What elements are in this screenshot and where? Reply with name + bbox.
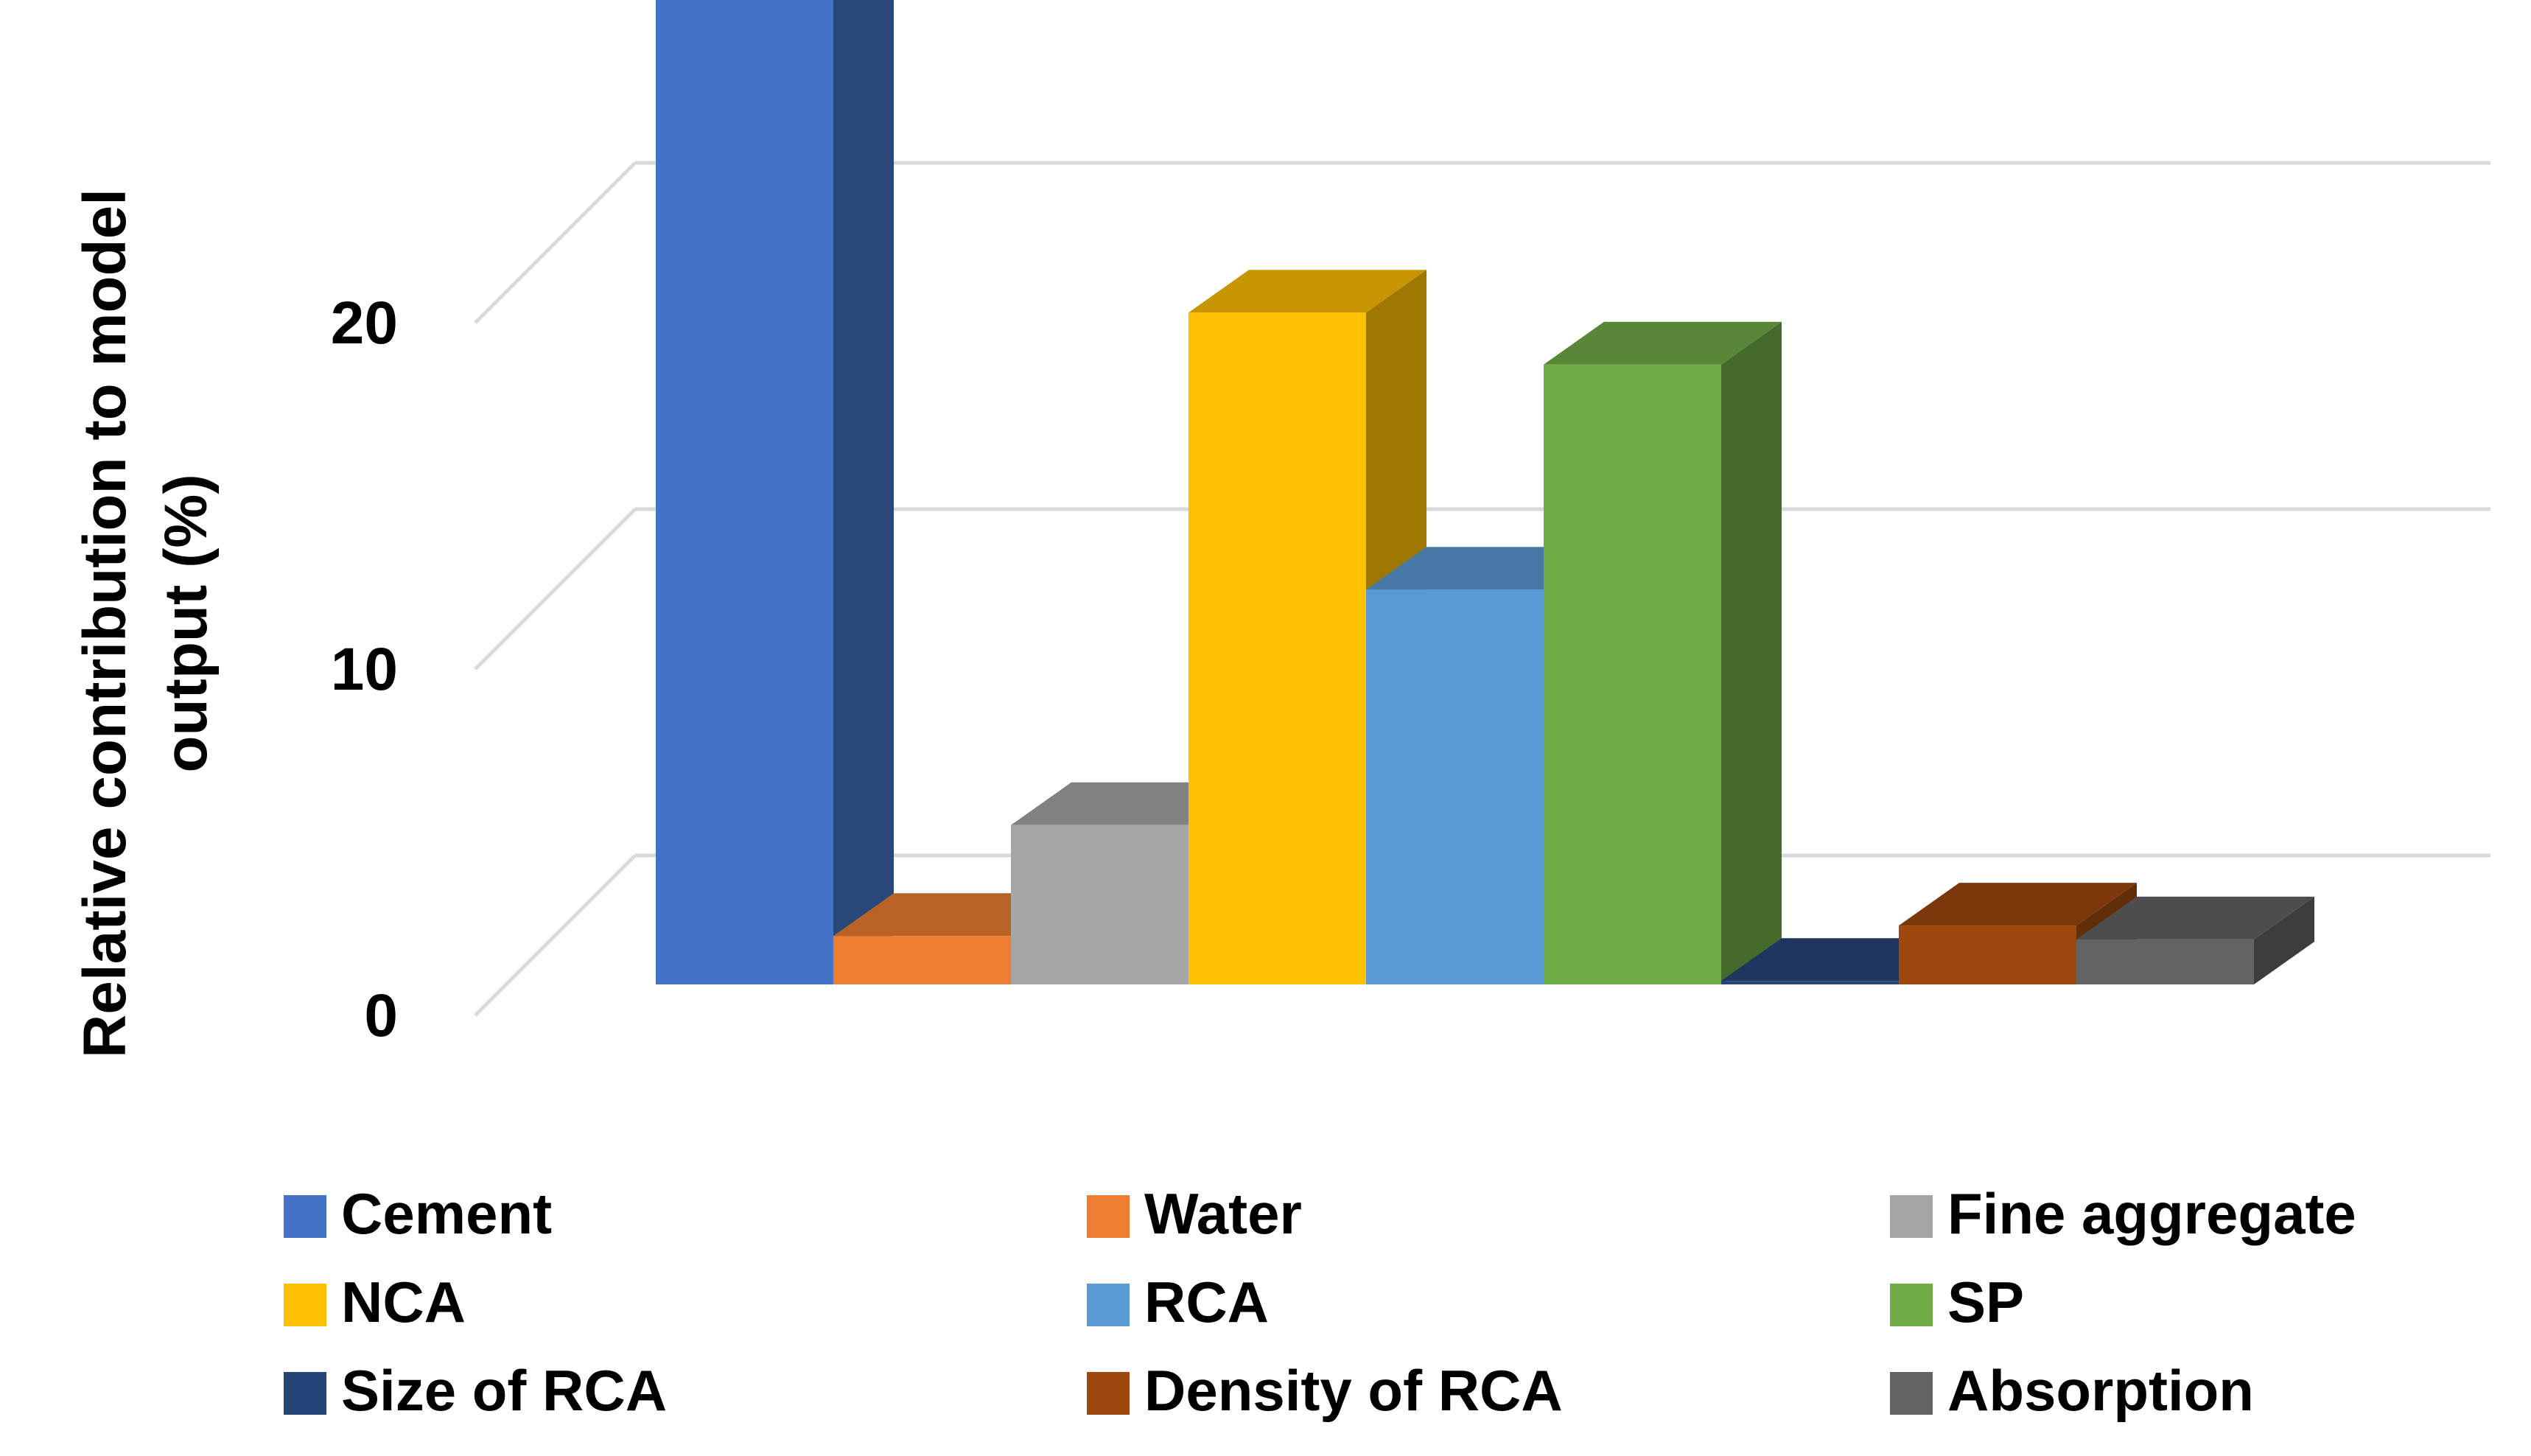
bar-side-8 [2254,896,2314,984]
y-axis-ticks: 01020304050 [331,0,398,1049]
legend-item-absorption: Absorption [1890,1358,2254,1423]
legend-label: Absorption [1947,1358,2254,1423]
legend-swatch [1087,1372,1130,1415]
bar-front-1 [833,936,1011,984]
bar-density-of-rca [1899,883,2137,984]
bar-absorption [2076,896,2314,984]
legend-item-size-of-rca: Size of RCA [284,1358,667,1423]
legend-item-water: Water [1087,1181,1302,1246]
legend-swatch [1087,1195,1130,1238]
gridline-diagonal-20 [474,161,637,324]
legend-swatch [284,1284,326,1326]
legend-item-sp: SP [1890,1270,2024,1334]
y-axis-title-line-2: output (%) [153,474,220,772]
bar-front-4 [1366,589,1544,984]
bar-front-0 [656,0,833,984]
bar-front-5 [1544,364,1721,984]
legend-swatch [1087,1284,1130,1326]
legend: Cement Water Fine aggregate NCA RCA SP Size of… [284,1181,2356,1423]
legend-label: NCA [341,1270,466,1334]
bar-top-5 [1544,321,1782,365]
bar-sp [1544,321,1782,984]
legend-item-cement: Cement [284,1181,552,1246]
bar-top-3 [1189,270,1426,313]
legend-item-rca: RCA [1087,1270,1269,1334]
bar-front-8 [2076,939,2254,984]
legend-swatch [284,1195,326,1238]
legend-swatch [284,1372,326,1415]
legend-swatch [1890,1372,1933,1415]
y-tick-label-0: 0 [364,982,398,1049]
legend-label: Size of RCA [341,1358,667,1423]
y-tick-label-30: 30 [331,0,398,10]
bar-side-0 [833,0,894,984]
legend-label: Fine aggregate [1947,1181,2356,1246]
legend-label: Density of RCA [1144,1358,1563,1423]
bar-cement [656,0,894,984]
bar-front-2 [1011,825,1189,984]
y-tick-label-10: 10 [331,636,398,703]
y-axis-title-line-1: Relative contribution to model [71,189,139,1058]
bars [656,0,2314,984]
y-tick-label-20: 20 [331,290,398,357]
legend-item-fine-aggregate: Fine aggregate [1890,1181,2356,1246]
bar-front-6 [1721,981,1899,984]
gridline-diagonal-0 [474,854,637,1017]
bar-front-3 [1189,312,1366,984]
bar-side-5 [1721,321,1782,984]
legend-label: Cement [341,1181,552,1246]
legend-swatch [1890,1195,1933,1238]
legend-label: RCA [1144,1270,1269,1334]
bar-front-7 [1899,925,2076,984]
y-axis-title: Relative contribution to model output (%… [71,189,220,1058]
bar-top-8 [2076,896,2314,939]
legend-item-nca: NCA [284,1270,466,1334]
legend-swatch [1890,1284,1933,1326]
legend-label: Water [1144,1181,1302,1246]
legend-label: SP [1947,1270,2024,1334]
gridline-diagonal-10 [474,508,637,671]
bar-top-7 [1899,883,2137,926]
legend-item-density-of-rca: Density of RCA [1087,1358,1563,1423]
